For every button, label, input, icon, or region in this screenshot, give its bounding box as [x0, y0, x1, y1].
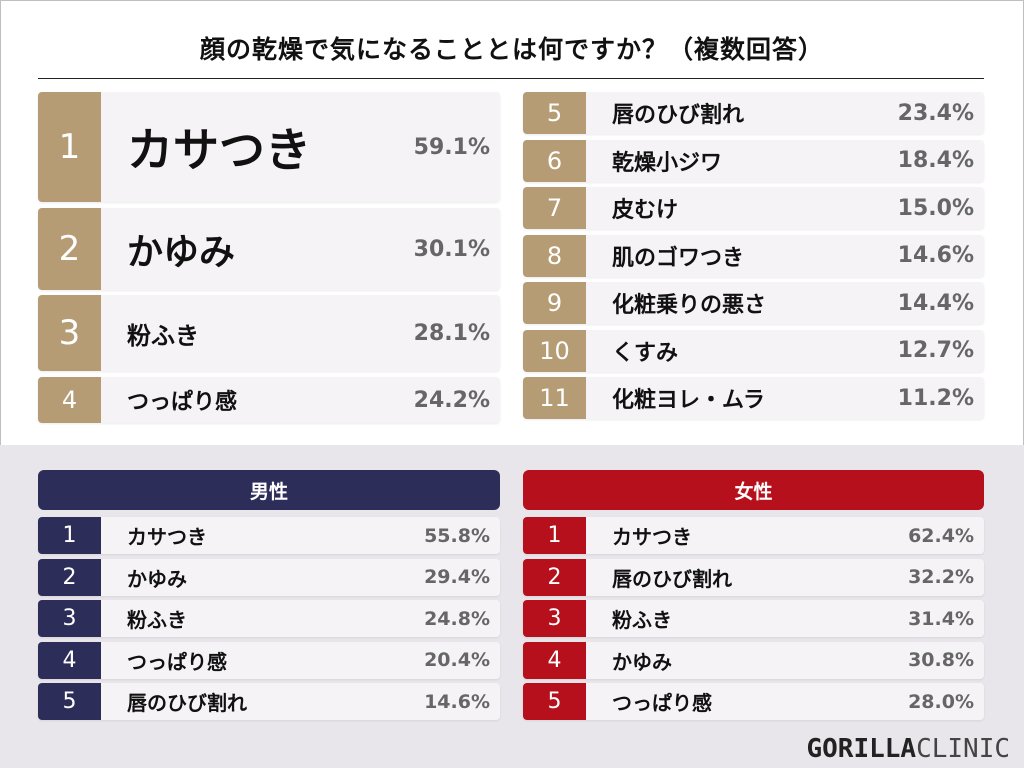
item-label: 皮むけ [612, 198, 679, 223]
item-label: 唇のひび割れ [612, 566, 732, 591]
table-row: 8 肌のゴワつき 14.6% [523, 234, 984, 277]
table-row: 9 化粧乗りの悪さ 14.4% [523, 282, 984, 324]
item-percentage: 59.1% [413, 134, 490, 160]
item-label: 粉ふき [612, 608, 672, 632]
male-header: 男性 [38, 470, 500, 510]
table-row: 11 化粧ヨレ・ムラ 11.2% [523, 377, 984, 419]
table-row: 10 くすみ 12.7% [523, 329, 984, 372]
gorilla-clinic-logo: GORILLACLINIC [807, 734, 1011, 764]
item-percentage: 14.6% [424, 690, 490, 713]
item-label: カサつき [612, 525, 692, 549]
item-percentage: 23.4% [897, 100, 974, 126]
item-label: つっぱり感 [127, 390, 238, 415]
table-row: 2 唇のひび割れ 32.2% [523, 558, 984, 596]
rank-number: 1 [38, 517, 101, 554]
rank-number: 7 [523, 187, 586, 229]
item-percentage: 31.4% [908, 607, 974, 630]
item-label: 粉ふき [127, 608, 187, 632]
rank-number: 5 [523, 92, 586, 134]
item-percentage: 12.7% [897, 338, 974, 363]
rank-number: 3 [523, 600, 586, 637]
rank-number: 9 [523, 282, 586, 324]
rank-number: 11 [523, 377, 586, 419]
rank-number: 3 [38, 295, 101, 371]
item-label: かゆみ [612, 649, 672, 674]
table-row: 5 つっぱり感 28.0% [523, 683, 984, 720]
table-row: 2 かゆみ 30.1% [38, 208, 500, 290]
rank-number: 5 [38, 683, 101, 720]
rank-number: 8 [523, 234, 586, 277]
rank-number: 10 [523, 329, 586, 372]
table-row: 4 かゆみ 30.8% [523, 641, 984, 679]
item-percentage: 28.0% [908, 690, 974, 713]
rank-number: 1 [38, 92, 101, 202]
item-label: 化粧ヨレ・ムラ [612, 388, 765, 413]
rank-number: 4 [523, 641, 586, 679]
item-label: 乾燥小ジワ [612, 150, 723, 176]
table-row: 5 唇のひび割れ 23.4% [523, 92, 984, 134]
table-row: 3 粉ふき 28.1% [38, 295, 500, 371]
item-percentage: 24.2% [413, 387, 490, 413]
page-title: 顔の乾燥で気になることとは何ですか？（複数回答） [199, 35, 824, 64]
table-row: 7 皮むけ 15.0% [523, 187, 984, 229]
table-row: 6 乾燥小ジワ 18.4% [523, 139, 984, 182]
title-divider [38, 78, 984, 79]
item-label: 粉ふき [127, 321, 199, 350]
item-label: くすみ [612, 340, 679, 366]
item-label: 化粧乗りの悪さ [612, 293, 767, 318]
rank-number: 4 [38, 641, 101, 679]
table-row: 2 かゆみ 29.4% [38, 558, 500, 596]
item-label: つっぱり感 [612, 691, 712, 715]
item-percentage: 18.4% [897, 148, 974, 173]
item-label: かゆみ [127, 232, 236, 273]
table-row: 5 唇のひび割れ 14.6% [38, 683, 500, 720]
logo-bold-text: GORILLA [806, 734, 917, 764]
table-row: 3 粉ふき 31.4% [523, 600, 984, 637]
rank-number: 2 [38, 208, 101, 290]
item-label: かゆみ [127, 566, 187, 591]
item-percentage: 20.4% [424, 649, 490, 671]
rank-number: 5 [523, 683, 586, 720]
rank-number: 1 [523, 517, 586, 554]
item-label: カサつき [127, 525, 207, 549]
item-percentage: 14.6% [897, 243, 974, 268]
item-percentage: 28.1% [413, 320, 490, 346]
item-percentage: 30.8% [908, 649, 974, 671]
table-row: 4 つっぱり感 24.2% [38, 377, 500, 423]
item-percentage: 55.8% [424, 524, 490, 547]
item-label: つっぱり感 [127, 649, 227, 674]
rank-number: 2 [38, 558, 101, 596]
item-label: 肌のゴワつき [612, 245, 745, 271]
table-row: 1 カサつき 62.4% [523, 517, 984, 554]
rank-number: 3 [38, 600, 101, 637]
item-percentage: 11.2% [897, 385, 974, 411]
rank-number: 2 [523, 558, 586, 596]
item-percentage: 29.4% [424, 566, 490, 588]
item-label: 唇のひび割れ [612, 103, 745, 128]
item-percentage: 14.4% [897, 290, 974, 316]
table-row: 1 カサつき 59.1% [38, 92, 500, 202]
item-percentage: 62.4% [908, 524, 974, 547]
table-row: 4 つっぱり感 20.4% [38, 641, 500, 679]
item-percentage: 32.2% [908, 566, 974, 588]
female-header-label: 女性 [734, 480, 773, 503]
item-percentage: 15.0% [897, 195, 974, 221]
table-row: 3 粉ふき 24.8% [38, 600, 500, 637]
item-percentage: 30.1% [413, 236, 490, 262]
logo-light-text: CLINIC [916, 734, 1010, 764]
female-header: 女性 [523, 470, 984, 510]
rank-number: 6 [523, 139, 586, 182]
table-row: 1 カサつき 55.8% [38, 517, 500, 554]
item-label: カサつき [127, 123, 311, 177]
item-label: 唇のひび割れ [127, 691, 247, 715]
item-percentage: 24.8% [424, 607, 490, 630]
rank-number: 4 [38, 377, 101, 423]
male-header-label: 男性 [249, 480, 288, 503]
